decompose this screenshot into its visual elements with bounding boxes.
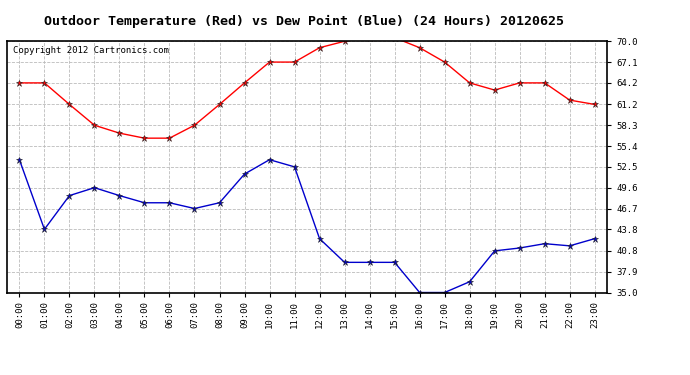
Text: Outdoor Temperature (Red) vs Dew Point (Blue) (24 Hours) 20120625: Outdoor Temperature (Red) vs Dew Point (… (43, 15, 564, 28)
Text: Copyright 2012 Cartronics.com: Copyright 2012 Cartronics.com (13, 46, 169, 55)
